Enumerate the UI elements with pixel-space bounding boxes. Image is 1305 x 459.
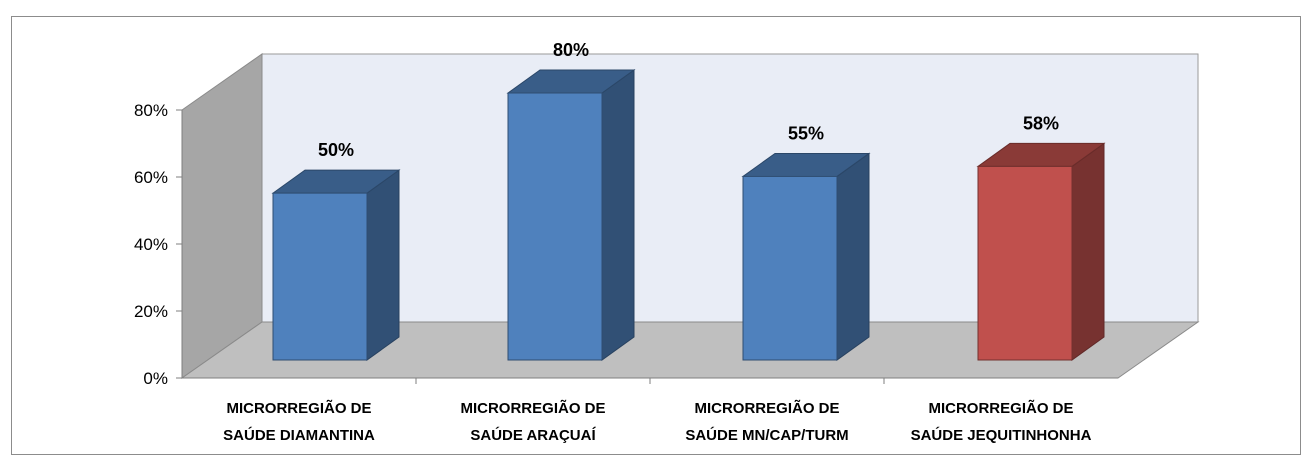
bar [742,175,838,361]
bar-side [601,69,635,361]
x-category-label: SAÚDE ARAÇUAÍ [470,426,596,444]
y-tick-label: 60% [134,168,168,187]
x-category-label: MICRORREGIÃO DE [460,399,605,417]
data-label: 58% [1023,113,1059,133]
y-tick-label: 20% [134,302,168,321]
chart-walls [180,53,1200,379]
bar-side [836,152,870,361]
chart-bars [271,69,1106,361]
bar [977,165,1073,361]
x-category-label: MICRORREGIÃO DE [928,399,1073,417]
bar [272,192,368,361]
x-category-label: SAÚDE MN/CAP/TURM [685,426,848,444]
y-tick-label: 0% [143,369,168,388]
chart-labels: MICRORREGIÃO DE SAÚDE DIAMANTINA MICRORREG… [223,40,1091,444]
data-label: 80% [553,40,589,60]
x-category-label: MICRORREGIÃO DE [694,399,839,417]
x-category-label: MICRORREGIÃO DE [226,399,371,417]
bar [507,92,603,361]
side-wall [181,53,263,379]
y-tick-label: 40% [134,235,168,254]
data-label: 50% [318,140,354,160]
bar-side [366,169,400,361]
chart-axes: 0% 20% 40% 60% 80% [134,101,1118,388]
y-tick-label: 80% [134,101,168,120]
bar-side [1071,142,1105,361]
data-label: 55% [788,123,824,143]
x-category-label: SAÚDE JEQUITINHONHA [911,426,1092,444]
x-category-label: SAÚDE DIAMANTINA [223,426,375,444]
